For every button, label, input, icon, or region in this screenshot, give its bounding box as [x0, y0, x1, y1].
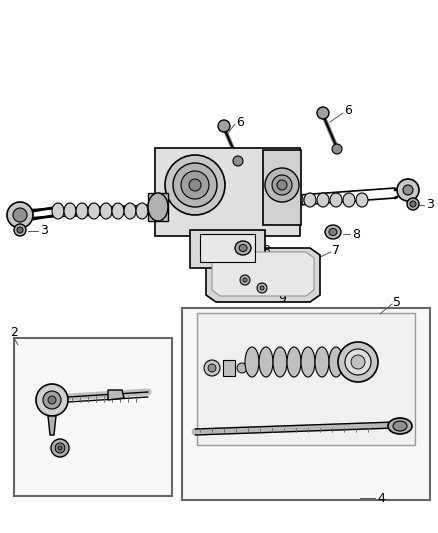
Ellipse shape	[317, 107, 329, 119]
Circle shape	[410, 201, 416, 207]
Circle shape	[51, 439, 69, 457]
Ellipse shape	[52, 203, 64, 219]
Ellipse shape	[388, 418, 412, 434]
Circle shape	[240, 275, 250, 285]
Ellipse shape	[136, 203, 148, 219]
Bar	[263, 150, 301, 225]
Ellipse shape	[329, 229, 337, 236]
Ellipse shape	[332, 144, 342, 154]
Text: 3: 3	[40, 224, 48, 238]
Ellipse shape	[76, 203, 88, 219]
Circle shape	[351, 355, 365, 369]
Ellipse shape	[393, 421, 407, 431]
Circle shape	[14, 224, 26, 236]
Bar	[197, 313, 415, 445]
Polygon shape	[212, 252, 314, 296]
Ellipse shape	[112, 203, 124, 219]
Ellipse shape	[304, 193, 316, 207]
Ellipse shape	[315, 347, 329, 377]
Ellipse shape	[330, 193, 342, 207]
Ellipse shape	[124, 203, 136, 219]
Circle shape	[407, 198, 419, 210]
Circle shape	[237, 363, 247, 373]
Text: 2: 2	[10, 326, 18, 338]
Text: 7: 7	[332, 244, 340, 256]
Text: 8: 8	[352, 228, 360, 240]
Ellipse shape	[291, 193, 303, 207]
Ellipse shape	[235, 241, 251, 255]
Ellipse shape	[100, 203, 112, 219]
Ellipse shape	[287, 347, 301, 377]
Bar	[223, 360, 235, 376]
Text: 8: 8	[262, 244, 270, 256]
Ellipse shape	[64, 203, 76, 219]
Circle shape	[257, 283, 267, 293]
Ellipse shape	[189, 179, 201, 191]
Polygon shape	[48, 416, 56, 435]
Circle shape	[260, 286, 264, 290]
Circle shape	[58, 446, 62, 450]
Ellipse shape	[148, 193, 168, 221]
Ellipse shape	[265, 168, 299, 202]
Bar	[155, 148, 300, 236]
Circle shape	[243, 278, 247, 282]
Ellipse shape	[173, 163, 217, 207]
Text: 6: 6	[344, 104, 352, 117]
Ellipse shape	[356, 193, 368, 207]
Bar	[14, 338, 172, 496]
Ellipse shape	[88, 203, 100, 219]
Circle shape	[55, 443, 65, 453]
Circle shape	[403, 185, 413, 195]
Ellipse shape	[245, 347, 259, 377]
Ellipse shape	[273, 347, 287, 377]
Text: 6: 6	[236, 116, 244, 128]
Ellipse shape	[325, 225, 341, 239]
Polygon shape	[206, 248, 320, 302]
Ellipse shape	[218, 120, 230, 132]
Ellipse shape	[317, 193, 329, 207]
Text: 3: 3	[426, 198, 434, 212]
Ellipse shape	[181, 171, 209, 199]
Circle shape	[338, 342, 378, 382]
Ellipse shape	[343, 193, 355, 207]
Circle shape	[17, 227, 23, 233]
Circle shape	[43, 391, 61, 409]
Circle shape	[13, 208, 27, 222]
Circle shape	[397, 179, 419, 201]
Ellipse shape	[239, 245, 247, 252]
Circle shape	[345, 349, 371, 375]
Circle shape	[7, 202, 33, 228]
Bar	[190, 230, 265, 268]
Text: 4: 4	[377, 491, 385, 505]
Ellipse shape	[301, 347, 315, 377]
Ellipse shape	[272, 175, 292, 195]
Ellipse shape	[233, 156, 243, 166]
Circle shape	[36, 384, 68, 416]
Text: 1: 1	[284, 154, 292, 166]
Bar	[148, 193, 168, 221]
Bar	[182, 308, 430, 500]
Circle shape	[48, 396, 56, 404]
Circle shape	[208, 364, 216, 372]
Ellipse shape	[277, 180, 287, 190]
Ellipse shape	[329, 347, 343, 377]
Text: 5: 5	[393, 295, 401, 309]
Ellipse shape	[259, 347, 273, 377]
Bar	[200, 234, 255, 262]
Circle shape	[204, 360, 220, 376]
Ellipse shape	[165, 155, 225, 215]
Text: 9: 9	[278, 292, 286, 304]
Polygon shape	[108, 390, 124, 400]
